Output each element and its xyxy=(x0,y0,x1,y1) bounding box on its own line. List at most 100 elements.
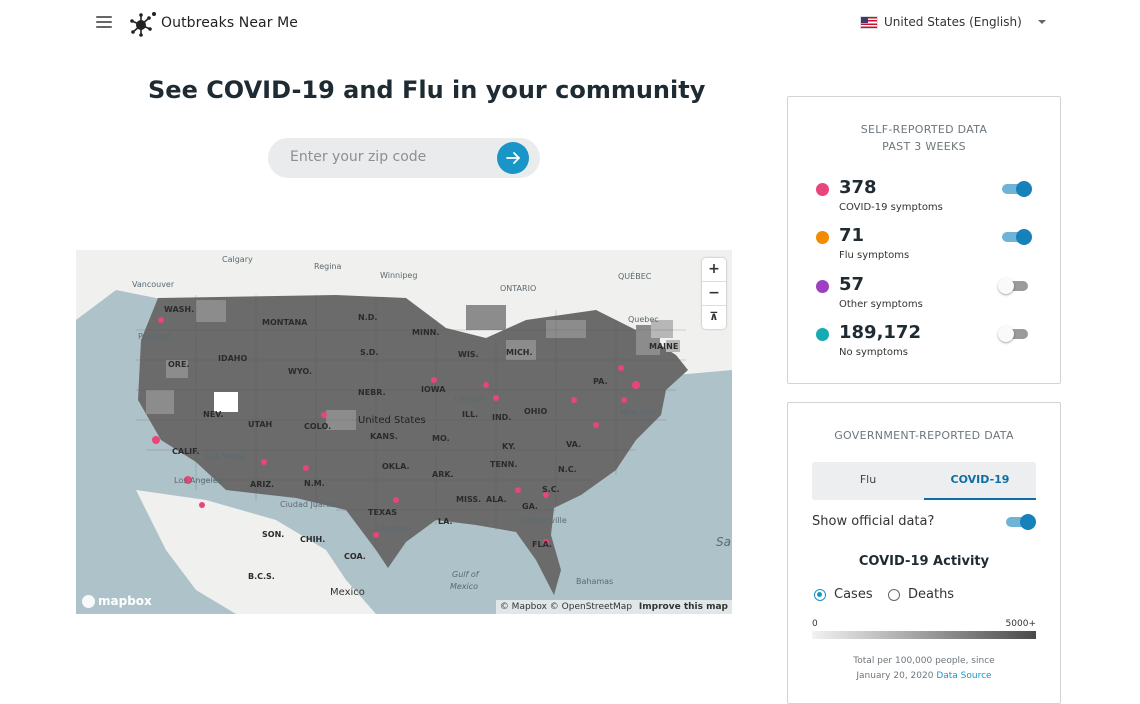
map-label: B.C.S. xyxy=(248,572,275,581)
symptom-label: COVID-19 symptoms xyxy=(839,202,943,213)
zip-input[interactable] xyxy=(288,148,492,166)
map-label: OKLA. xyxy=(382,462,410,471)
virus-logo-icon xyxy=(130,12,156,37)
map-label: Sa xyxy=(716,535,731,549)
map-label: Calgary xyxy=(222,255,253,264)
symptom-count: 378 xyxy=(839,177,877,198)
map-label: FLA. xyxy=(532,540,552,549)
map-label: Los Angeles xyxy=(174,476,222,485)
hamburger-icon xyxy=(96,16,112,18)
map-label: KY. xyxy=(502,442,516,451)
map-label: Chicago xyxy=(454,394,487,403)
symptom-row-covid: 378 COVID-19 symptoms xyxy=(816,177,1036,221)
brand-name[interactable]: Outbreaks Near Me xyxy=(161,15,299,31)
map-label: Vancouver xyxy=(132,280,175,289)
map-label: COLO. xyxy=(304,422,332,431)
self-reported-panel: SELF-REPORTED DATA PAST 3 WEEKS 378 COVI… xyxy=(787,96,1061,384)
show-official-label: Show official data? xyxy=(812,514,935,529)
symptom-row-flu: 71 Flu symptoms xyxy=(816,225,1036,269)
tab-covid[interactable]: COVID-19 xyxy=(924,462,1036,500)
map-label: WYO. xyxy=(288,367,312,376)
caret-down-icon xyxy=(1037,20,1046,24)
panel-subtitle: PAST 3 WEEKS xyxy=(882,140,966,153)
data-note: Total per 100,000 people, since January … xyxy=(853,656,995,681)
map-label: PA. xyxy=(593,377,608,386)
symptom-label: No symptoms xyxy=(839,347,908,358)
map-label: Winnipeg xyxy=(380,271,418,280)
improve-map-link[interactable]: Improve this map xyxy=(638,602,728,612)
map-label: Quebec xyxy=(628,315,659,324)
language-selector[interactable]: United States (English) xyxy=(860,15,1046,29)
zoom-in-button[interactable]: + xyxy=(702,258,726,282)
menu-button[interactable] xyxy=(96,16,112,30)
data-tabs: Flu COVID-19 xyxy=(812,462,1036,500)
other-toggle[interactable] xyxy=(998,278,1028,294)
map-label: ORE. xyxy=(168,360,190,369)
show-official-toggle[interactable] xyxy=(1006,514,1036,530)
scale-min: 0 xyxy=(812,619,818,629)
attribution-text[interactable]: © Mapbox © OpenStreetMap xyxy=(499,602,633,612)
zip-search xyxy=(268,138,540,178)
map-label: IND. xyxy=(492,413,512,422)
map-label: Jacksonville xyxy=(520,516,567,525)
map-label: Ciudad Juárez xyxy=(280,500,336,509)
scale-max: 5000+ xyxy=(1005,619,1036,629)
flu-dot-icon xyxy=(816,231,829,244)
us-flag-icon xyxy=(860,15,878,29)
tab-flu[interactable]: Flu xyxy=(859,473,877,486)
map-label: WIS. xyxy=(458,350,479,359)
mapbox-logo[interactable]: mapbox xyxy=(82,594,152,608)
map-label: IDAHO xyxy=(218,354,248,363)
map-label: GA. xyxy=(522,502,538,511)
zoom-out-button[interactable]: − xyxy=(702,282,726,306)
covid-dot-icon xyxy=(816,183,829,196)
map-label: KANS. xyxy=(370,432,398,441)
map-label: VA. xyxy=(566,440,582,449)
radio-selected-icon xyxy=(814,588,826,601)
map-zoom-controls: + − ⊼ xyxy=(702,258,726,329)
map-label: Las Vegas xyxy=(206,452,246,461)
map-label: SON. xyxy=(262,530,285,539)
map-label: MINN. xyxy=(412,328,440,337)
symptom-label: Other symptoms xyxy=(839,299,923,310)
zip-submit-button[interactable] xyxy=(497,142,529,174)
map-label: TENN. xyxy=(490,460,518,469)
map-label: NEBR. xyxy=(358,388,386,397)
map-label: MISS. xyxy=(456,495,482,504)
arrow-right-icon xyxy=(506,152,520,164)
symptom-row-none: 189,172 No symptoms xyxy=(816,322,1036,366)
map-label: LA. xyxy=(438,517,453,526)
map-canvas xyxy=(76,250,732,614)
map-label: Mexico xyxy=(450,582,479,591)
flu-toggle[interactable] xyxy=(1002,229,1032,245)
map-attribution: © Mapbox © OpenStreetMap Improve this ma… xyxy=(495,600,732,614)
no-symptoms-toggle[interactable] xyxy=(998,326,1028,342)
map-label: WASH. xyxy=(164,305,195,314)
radio-cases[interactable]: Cases xyxy=(814,587,873,602)
map-label: MONTANA xyxy=(262,318,308,327)
map-label: New York xyxy=(620,408,657,417)
map-label: COA. xyxy=(344,552,366,561)
radio-deaths[interactable]: Deaths xyxy=(888,587,954,602)
covid-toggle[interactable] xyxy=(1002,181,1032,197)
outbreak-map[interactable]: Calgary Regina Winnipeg ONTARIO QUÉBEC Q… xyxy=(76,250,732,614)
map-label: MAINE xyxy=(649,342,679,351)
reset-north-button[interactable]: ⊼ xyxy=(709,310,719,323)
map-label: Gulf of xyxy=(452,570,479,579)
panel-title: SELF-REPORTED DATA xyxy=(860,123,988,136)
color-scale-bar xyxy=(812,631,1036,639)
map-label: ALA. xyxy=(486,495,507,504)
government-panel: GOVERNMENT-REPORTED DATA Flu COVID-19 Sh… xyxy=(787,402,1061,704)
map-label: Portland xyxy=(138,332,172,341)
language-label: United States (English) xyxy=(884,15,1022,29)
map-label: ONTARIO xyxy=(500,284,537,293)
symptom-count: 71 xyxy=(839,225,865,246)
map-label: TEXAS xyxy=(368,508,398,517)
data-source-link[interactable]: Data Source xyxy=(936,671,992,681)
map-label: MICH. xyxy=(506,348,533,357)
map-label: UTAH xyxy=(248,420,273,429)
radio-unselected-icon xyxy=(888,588,900,601)
map-label: MO. xyxy=(432,434,450,443)
symptom-row-other: 57 Other symptoms xyxy=(816,274,1036,318)
map-label: S.C. xyxy=(542,485,560,494)
